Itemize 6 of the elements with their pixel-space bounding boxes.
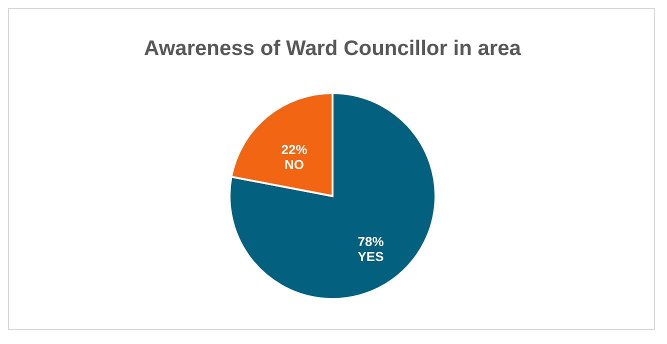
pie-slice [228, 92, 436, 300]
data-label: 78% [358, 234, 384, 250]
slice-label: NO [284, 156, 304, 172]
slice-label: YES [358, 249, 384, 264]
data-label: 22% [281, 142, 308, 157]
chart-title: Awareness of Ward Councillor in area [144, 37, 522, 60]
